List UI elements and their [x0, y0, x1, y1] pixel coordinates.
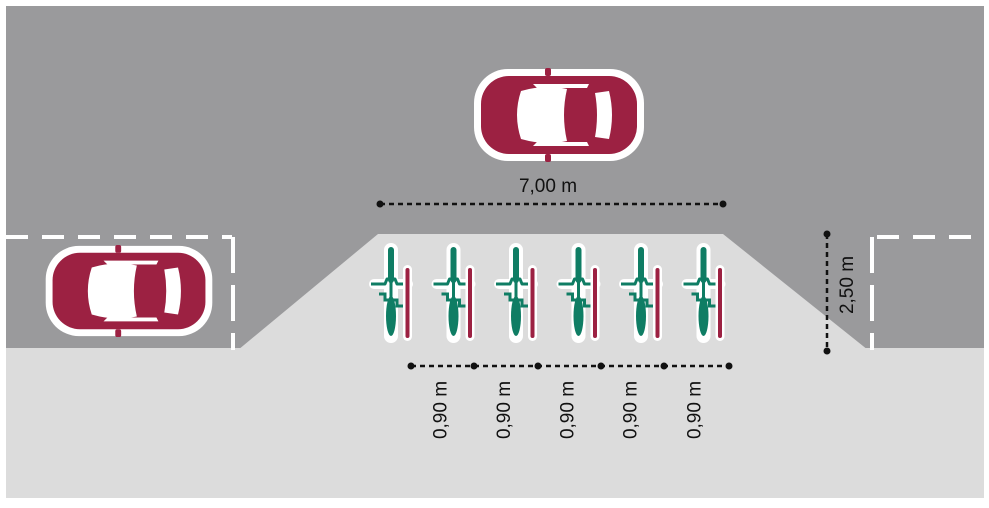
- sidewalk: [6, 348, 984, 498]
- spacing-label: 0,90 m: [621, 381, 642, 439]
- bicycle-icon: [369, 243, 413, 343]
- dimension-dot: [470, 362, 478, 370]
- car-parked: [45, 244, 213, 338]
- width-label: 7,00 m: [519, 176, 577, 197]
- depth-dimension: 2,50 m: [823, 230, 858, 355]
- bicycle-icon: [556, 243, 601, 343]
- parking-lane-markings: [6, 235, 984, 350]
- bicycle-row: [369, 243, 726, 343]
- spacing-label: 0,90 m: [431, 381, 452, 439]
- spacing-dimension: 0,90 m 0,90 m 0,90 m 0,90 m 0,90 m: [407, 362, 733, 439]
- depth-label: 2,50 m: [837, 256, 858, 314]
- bicycle-icon: [681, 243, 726, 343]
- dimension-dot: [597, 362, 605, 370]
- dimension-dot: [660, 362, 668, 370]
- spacing-label: 0,90 m: [558, 381, 579, 439]
- dimension-dot: [534, 362, 542, 370]
- bicycle-icon: [431, 243, 476, 343]
- width-dimension: 7,00 m: [376, 176, 727, 208]
- bicycle-icon: [619, 243, 663, 343]
- spacing-label: 0,90 m: [685, 381, 706, 439]
- spacing-label: 0,90 m: [494, 381, 515, 439]
- bicycle-icon: [494, 243, 538, 343]
- dimension-dot: [407, 362, 415, 370]
- dimension-dot: [725, 362, 733, 370]
- car-driving: [474, 68, 644, 162]
